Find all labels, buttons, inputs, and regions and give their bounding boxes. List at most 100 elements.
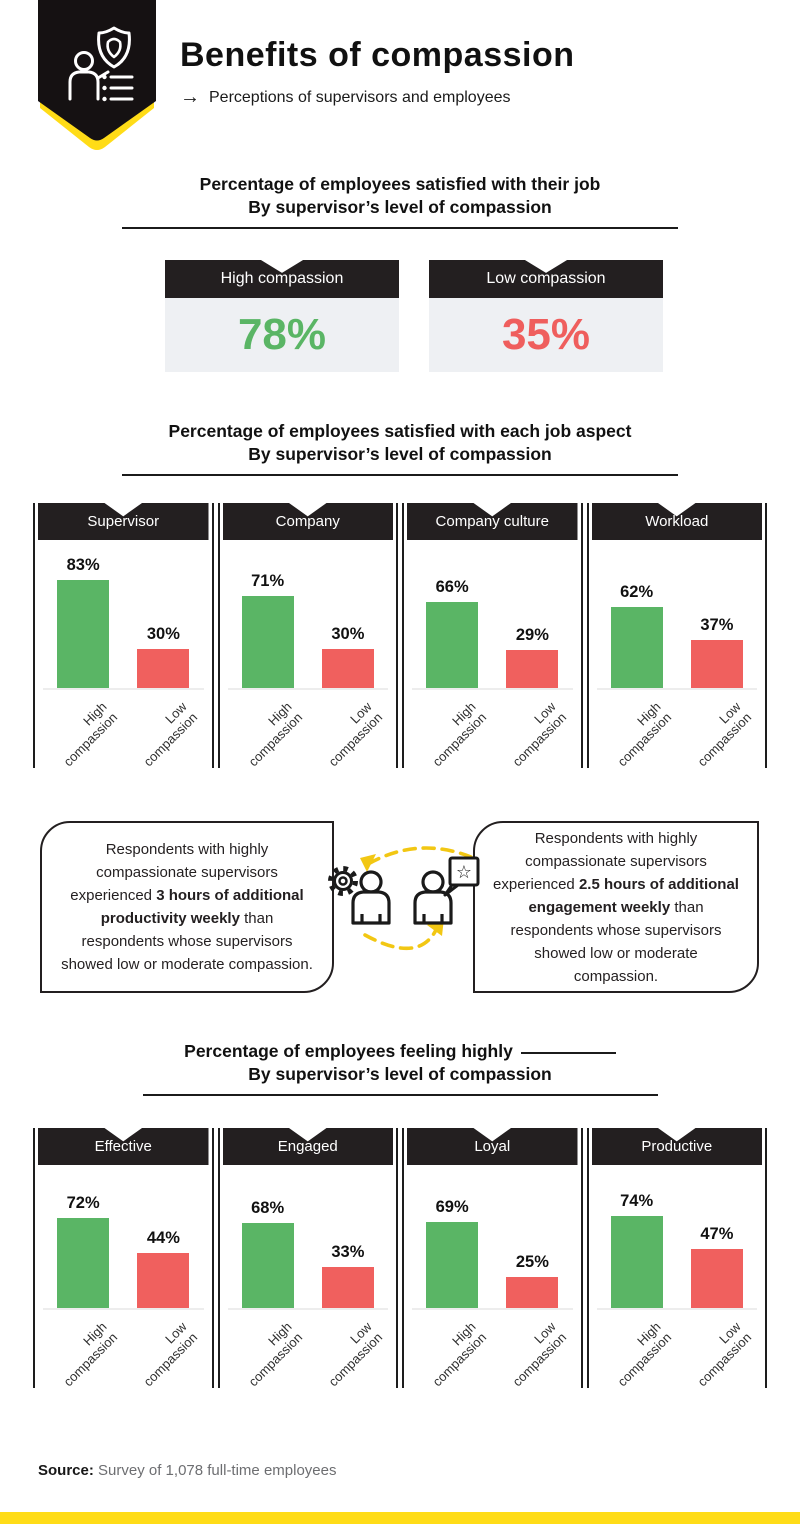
engagement-callout: Respondents with highly compassionate su… [473,821,759,993]
chart-panel-engaged: Engaged 68% 33% High compassion Low comp… [217,1128,398,1389]
chart-title: Company [222,503,393,540]
chart-title: Company culture [407,503,578,540]
bar-value-label: 62% [620,583,654,602]
x-axis-label: Low compassion [509,1319,570,1390]
x-axis-label: High compassion [245,699,305,770]
heading-underline [142,1094,658,1096]
chart-title: Loyal [407,1128,578,1165]
chart-title: Supervisor [38,503,209,540]
card-header: Low compassion [429,260,663,298]
bar-value-label: 66% [435,578,469,597]
x-axis-label: High compassion [429,699,490,770]
bar-high-compassion [241,1223,294,1308]
bar-value-label: 71% [251,571,285,590]
page-subtitle: Perceptions of supervisors and employees [209,88,511,106]
x-axis-label: High compassion [614,1319,674,1390]
x-axis-label: High compassion [60,1319,121,1390]
x-axis-label: Low compassion [325,1319,386,1390]
bar-high-compassion [610,607,663,688]
bar-high-compassion [426,1221,479,1308]
people-exchange-illustration: ☆ [318,830,493,987]
bar-low-compassion [137,1253,190,1308]
heading-line: By supervisor’s level of compassion [248,1064,552,1084]
bar-value-label: 47% [700,1225,734,1244]
bar-low-compassion [506,650,559,688]
bar-value-label: 37% [700,615,734,634]
bar-value-label: 72% [66,1194,100,1212]
section-feelings-heading: Percentage of employees feeling highly B… [0,1040,800,1096]
x-axis-label: High compassion [614,699,674,770]
source-label: Source: [38,1462,94,1479]
x-axis-label: High compassion [429,1319,490,1390]
section-job-heading: Percentage of employees satisfied with t… [0,173,800,229]
bottom-accent-bar [0,1512,800,1524]
x-axis-label: Low compassion [694,699,755,770]
bar-low-compassion [321,1266,374,1308]
brand-badge [38,0,156,159]
heading-line: Percentage of employees satisfied with e… [168,421,632,441]
low-compassion-card: Low compassion 35% [429,260,663,372]
x-axis-label: High compassion [245,1319,305,1390]
x-axis-label: Low compassion [509,699,570,770]
chart-panel-supervisor: Supervisor 83% 30% High compassion Low c… [33,503,214,769]
page-title: Benefits of compassion [180,36,575,74]
bar-value-label: 69% [435,1197,469,1216]
callout-text: Respondents with highly compassionate su… [493,829,739,985]
bar-high-compassion [241,595,294,688]
chart-panel-workload: Workload 62% 37% High compassion Low com… [586,503,767,769]
chart-panel-loyal: Loyal 69% 25% High compassion Low compas… [402,1128,583,1389]
bar-value-label: 30% [331,625,365,643]
person-icon [351,870,391,925]
bar-low-compassion [506,1276,559,1308]
chart-title: Engaged [222,1128,393,1165]
svg-text:☆: ☆ [456,862,472,883]
bar-high-compassion [57,580,110,688]
chart-panel-company: Company 71% 30% High compassion Low comp… [217,503,398,769]
heading-line: Percentage of employees feeling highly [0,1040,800,1063]
gear-icon [328,866,358,896]
person-icon [413,870,453,925]
bar-value-label: 68% [251,1199,285,1217]
arrow-icon: → [180,86,200,108]
heading-line: By supervisor’s level of compassion [248,197,552,217]
heading-line: Percentage of employees satisfied with t… [199,174,601,194]
heading-underline [122,227,678,229]
chart-title: Effective [38,1128,209,1165]
section-aspects-heading: Percentage of employees satisfied with e… [0,420,800,476]
chart-panel-company-culture: Company culture 66% 29% High compassion … [402,503,583,769]
bar-low-compassion [321,649,374,688]
bar-low-compassion [690,639,743,688]
x-axis-label: High compassion [60,699,121,770]
bar-value-label: 33% [331,1242,365,1261]
heading-underline [122,474,678,476]
feelings-chart-row: Effective 72% 44% High compassion Low co… [33,1128,767,1389]
job-satisfaction-cards: High compassion 78% Low compassion 35% [165,260,663,372]
people-shield-checklist-icon [38,0,156,150]
chart-panel-effective: Effective 72% 44% High compassion Low co… [33,1128,214,1389]
heading-line: By supervisor’s level of compassion [248,444,552,464]
chart-title: Workload [591,503,762,540]
x-axis-label: Low compassion [694,1319,755,1390]
aspects-chart-row: Supervisor 83% 30% High compassion Low c… [33,503,767,769]
x-axis-label: Low compassion [325,699,386,770]
bar-value-label: 30% [146,625,180,643]
productivity-callout: Respondents with highly compassionate su… [40,821,334,993]
bar-high-compassion [610,1215,663,1308]
bar-value-label: 44% [146,1229,180,1247]
high-compassion-card: High compassion 78% [165,260,399,372]
bar-value-label: 25% [515,1252,549,1271]
bar-value-label: 29% [515,626,549,645]
bar-high-compassion [426,602,479,688]
bar-low-compassion [690,1249,743,1308]
bar-low-compassion [137,649,190,688]
callout-text: Respondents with highly compassionate su… [61,841,313,973]
card-value: 78% [237,310,327,359]
cycle-arrows-icon [363,846,473,951]
card-value: 35% [501,310,591,359]
x-axis-label: Low compassion [140,1319,201,1390]
blank-underline [520,1052,616,1054]
card-header: High compassion [165,260,399,298]
arrowhead-icon [360,854,376,872]
bar-value-label: 74% [620,1191,654,1210]
star-speech-bubble-icon: ☆ [443,856,480,897]
